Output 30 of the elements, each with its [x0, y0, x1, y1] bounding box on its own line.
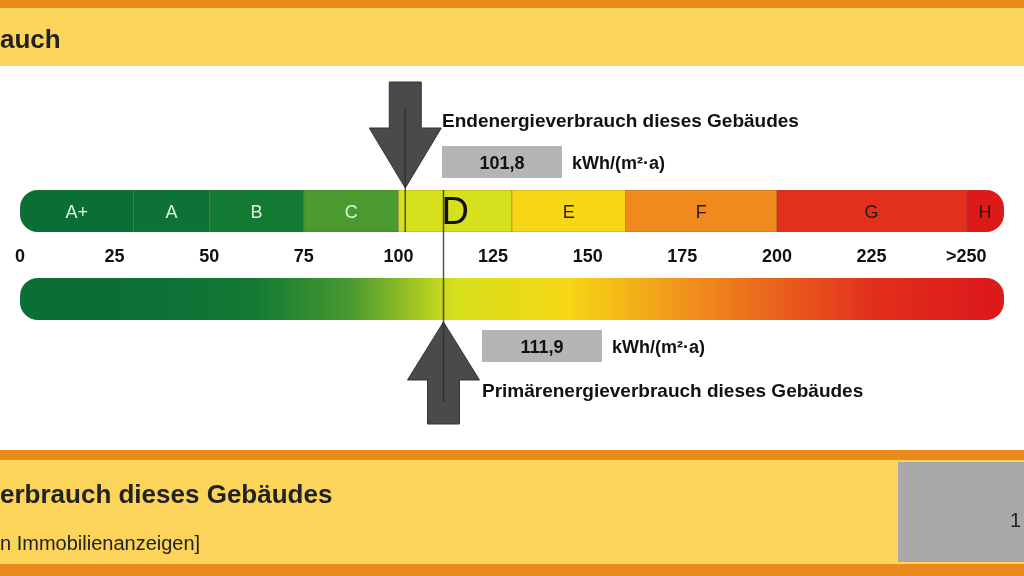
series-label: A — [165, 202, 178, 222]
text: kWh/(m²·a) — [612, 337, 705, 357]
series-label: H — [978, 202, 992, 222]
x-tick-label: 25 — [104, 246, 125, 266]
x-tick-label: >250 — [945, 246, 987, 266]
x-tick-label: 175 — [667, 246, 698, 266]
text: 111,9 — [520, 337, 564, 357]
x-tick-label: 75 — [293, 246, 314, 266]
series-label: D — [441, 190, 469, 232]
x-tick-label: 225 — [856, 246, 887, 266]
text: 101,8 — [479, 153, 525, 173]
series-label: F — [695, 202, 707, 222]
x-tick-label: 125 — [478, 246, 509, 266]
text: 1 — [1010, 509, 1022, 531]
series-label: C — [344, 202, 358, 222]
series-label: B — [250, 202, 263, 222]
series-label: G — [864, 202, 879, 222]
ref-line-label: Endenergieverbrauch dieses Gebäudes — [442, 110, 799, 131]
x-tick-label: 100 — [383, 246, 414, 266]
x-tick-label: 150 — [572, 246, 603, 266]
series-label: A+ — [65, 202, 89, 222]
chart-title: auch — [0, 24, 61, 54]
text: kWh/(m²·a) — [572, 153, 665, 173]
x-tick-label: 0 — [14, 246, 26, 266]
ref-line-label: Primärenergieverbrauch dieses Gebäudes — [482, 380, 864, 401]
text: erbrauch dieses Gebäudes — [0, 479, 333, 509]
x-tick-label: 50 — [199, 246, 220, 266]
text: n Immobilienanzeigen] — [0, 532, 201, 554]
series-label: E — [562, 202, 575, 222]
x-tick-label: 200 — [761, 246, 792, 266]
